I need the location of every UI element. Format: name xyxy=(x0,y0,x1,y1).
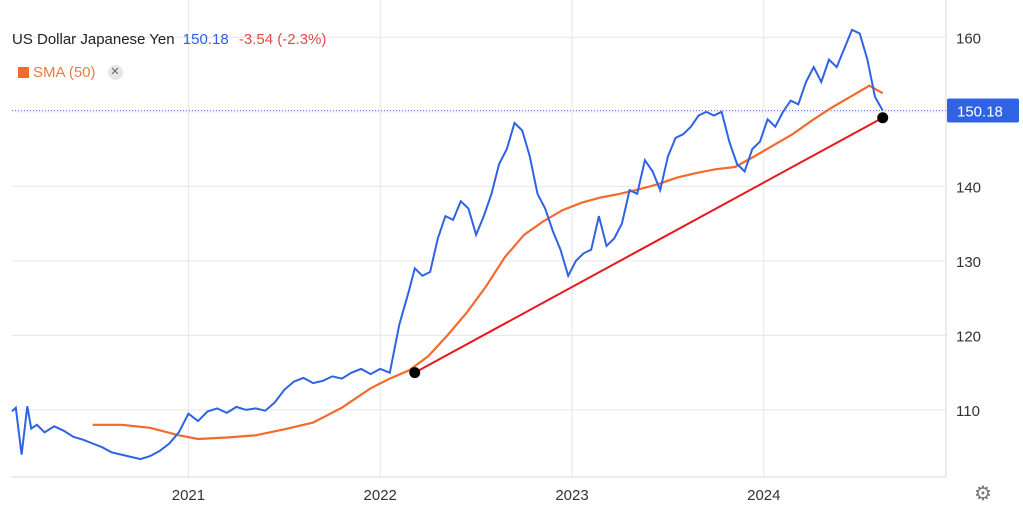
legend: US Dollar Japanese Yen 150.18 -3.54 (-2.… xyxy=(12,31,326,48)
y-tick-label: 130 xyxy=(956,254,981,271)
sma-series-line xyxy=(92,84,884,441)
y-axis-labels: 110120130140150160 xyxy=(956,30,981,420)
trend-end-point xyxy=(877,112,889,124)
y-tick-label: 110 xyxy=(956,403,980,420)
grid-lines xyxy=(12,0,946,477)
gear-icon[interactable]: ⚙ xyxy=(974,483,992,505)
last-price-tag-text: 150.18 xyxy=(957,103,1003,120)
sma-label: SMA (50) xyxy=(33,64,96,81)
trend-line xyxy=(414,116,884,374)
last-price-tag: 150.18 xyxy=(947,98,1019,123)
y-tick-label: 160 xyxy=(956,30,981,47)
last-price-tag-bg xyxy=(947,98,1019,123)
sma-legend: SMA (50) ✕ xyxy=(18,64,123,81)
y-tick-label: 120 xyxy=(956,328,981,345)
legend-price: 150.18 xyxy=(182,31,229,48)
legend-title: US Dollar Japanese Yen xyxy=(12,31,175,48)
x-tick-label: 2022 xyxy=(364,487,397,504)
x-tick-label: 2023 xyxy=(555,487,588,504)
trend-start-point xyxy=(409,367,421,379)
x-tick-label: 2021 xyxy=(172,487,205,504)
legend-change: -3.54 (-2.3%) xyxy=(238,31,327,48)
x-tick-label: 2024 xyxy=(747,487,780,504)
remove-sma-button[interactable]: ✕ xyxy=(107,65,123,80)
x-axis-labels: 2021 2022 2023 2024 xyxy=(172,487,781,504)
y-tick-label: 140 xyxy=(956,179,981,196)
price-series-line xyxy=(11,28,884,461)
sma-swatch xyxy=(18,67,29,78)
